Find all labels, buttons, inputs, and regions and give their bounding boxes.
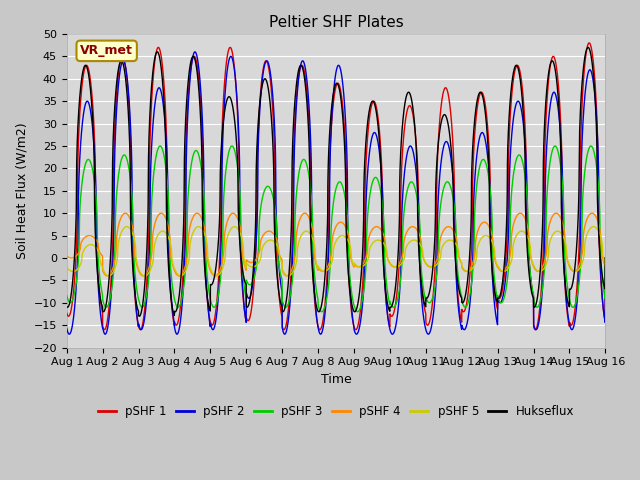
Text: VR_met: VR_met — [80, 44, 133, 57]
Legend: pSHF 1, pSHF 2, pSHF 3, pSHF 4, pSHF 5, Hukseflux: pSHF 1, pSHF 2, pSHF 3, pSHF 4, pSHF 5, … — [93, 401, 579, 423]
X-axis label: Time: Time — [321, 373, 351, 386]
Y-axis label: Soil Heat Flux (W/m2): Soil Heat Flux (W/m2) — [15, 122, 28, 259]
Title: Peltier SHF Plates: Peltier SHF Plates — [269, 15, 403, 30]
